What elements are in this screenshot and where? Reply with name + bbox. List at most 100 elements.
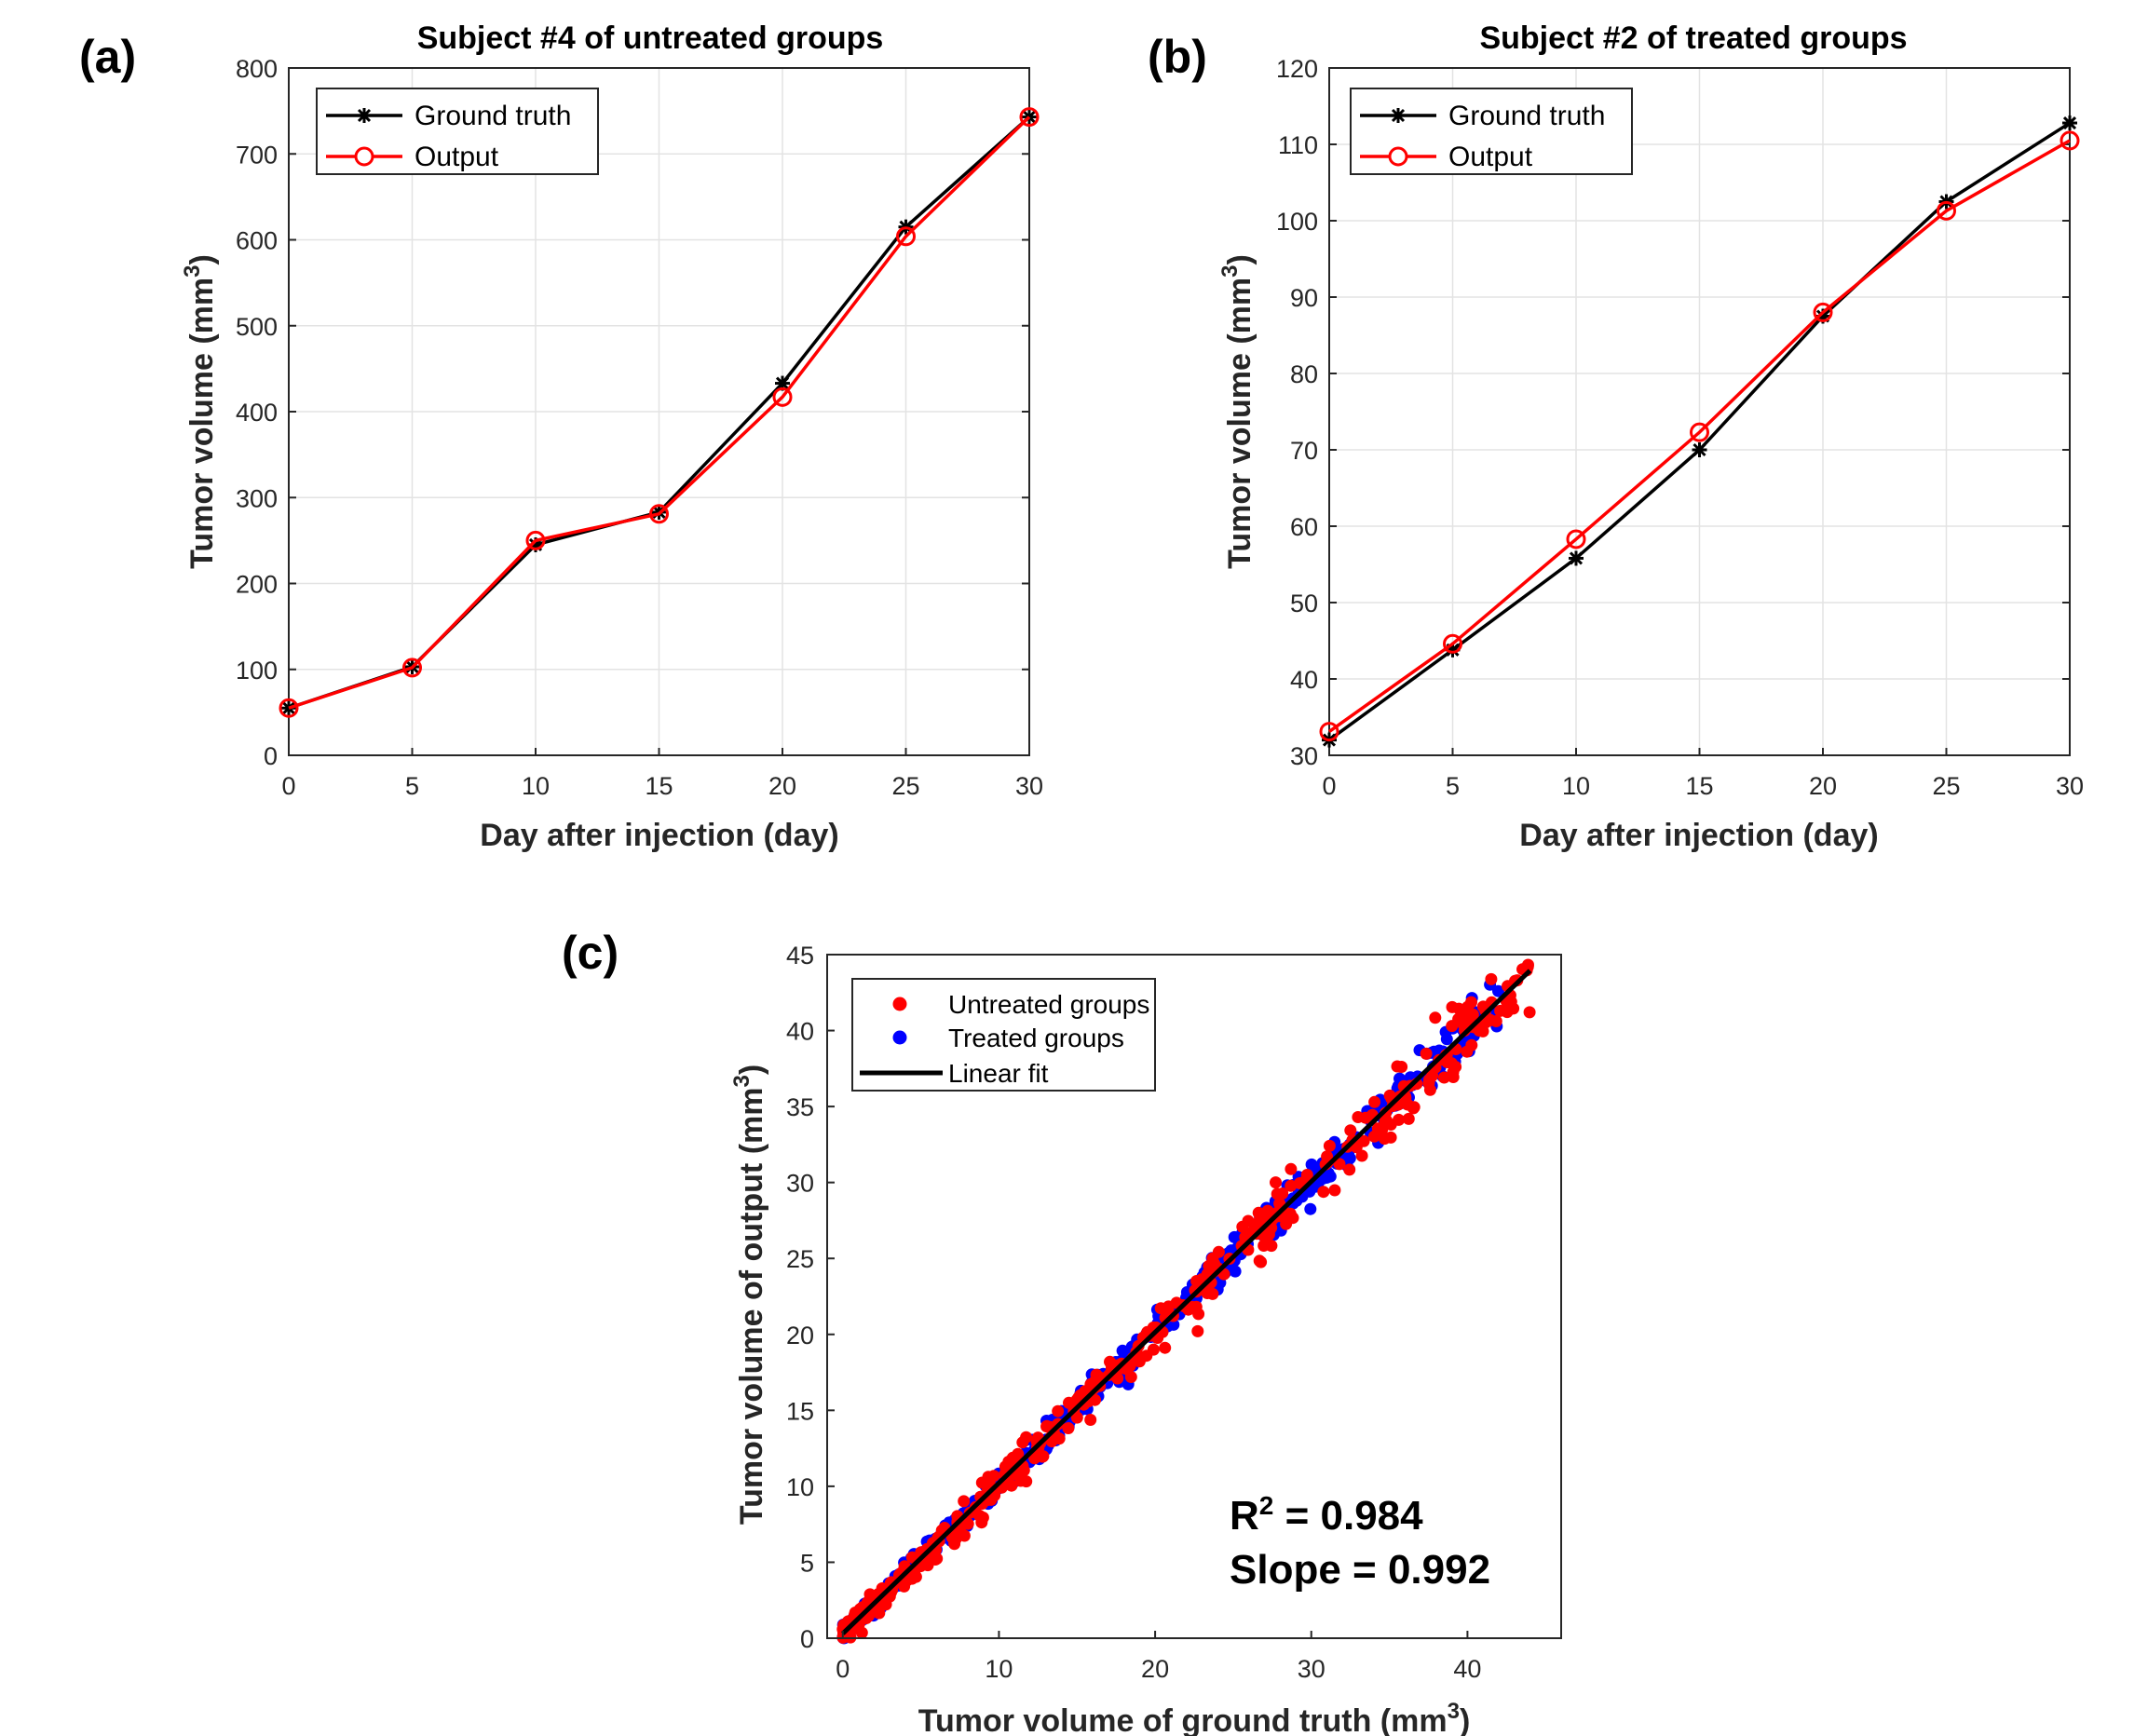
chart-b-ground-truth-point — [1569, 550, 1584, 566]
chart-c-ylabel: Tumor volume of output (mm3) — [729, 1065, 769, 1525]
chart-c-untreated-point — [1333, 1158, 1346, 1171]
chart-b-xlabel: Day after injection (day) — [1519, 818, 1878, 853]
chart-c-untreated-point — [1005, 1479, 1018, 1492]
chart-c-untreated-point — [987, 1470, 1000, 1483]
chart-c-untreated-point — [1045, 1435, 1058, 1448]
chart-c-untreated-point — [1344, 1124, 1357, 1137]
chart-c-untreated-point — [1084, 1377, 1097, 1390]
chart-c-untreated-point — [1352, 1111, 1365, 1123]
chart-c-untreated-point — [1052, 1404, 1065, 1417]
chart-c-untreated-point — [958, 1495, 971, 1508]
chart-a-ylabel: Tumor volume (mm3) — [180, 254, 220, 569]
chart-c-untreated-point — [1395, 1061, 1408, 1073]
chart-c-treated-point — [1343, 1152, 1356, 1165]
chart-b-ground-truth-point — [1692, 442, 1707, 457]
legend-b-ground-truth-label: Ground truth — [1448, 101, 1605, 131]
chart-b-x-tick-label: 0 — [1322, 772, 1336, 800]
chart-c-untreated-point — [1212, 1245, 1225, 1258]
chart-b-ylabel: Tumor volume (mm3) — [1217, 254, 1258, 569]
chart-c-untreated-point — [1485, 972, 1498, 985]
chart-a-y-tick-label: 0 — [264, 742, 278, 770]
panel-label-b: (b) — [1148, 31, 1207, 83]
chart-c-untreated-point — [1357, 1134, 1370, 1147]
chart-c-y-tick-label: 20 — [786, 1322, 814, 1349]
chart-b-title: Subject #2 of treated groups — [1479, 20, 1907, 56]
chart-c-untreated-point — [1017, 1464, 1030, 1477]
legend-c-untreated-label: Untreated groups — [948, 990, 1149, 1019]
chart-a-output-point — [525, 530, 546, 550]
chart-c-y-tick-label: 0 — [800, 1625, 814, 1653]
chart-b-output-point — [1443, 633, 1462, 654]
chart-c-y-tick-label: 5 — [800, 1549, 814, 1577]
chart-c-untreated-point — [1271, 1187, 1284, 1200]
chart-a-series — [279, 107, 1040, 718]
chart-b-y-tick-label: 70 — [1290, 437, 1318, 465]
chart-c-linear-fit — [841, 969, 1532, 1635]
chart-c-untreated-point — [948, 1538, 961, 1551]
chart-c-untreated-point — [961, 1517, 974, 1530]
chart-a-output-point — [279, 698, 299, 718]
chart-c-untreated-point — [1089, 1393, 1101, 1406]
chart-a-x-tick-label: 5 — [405, 772, 419, 800]
legend-a-output-label: Output — [415, 142, 499, 172]
chart-c-y-tick-label: 10 — [786, 1473, 814, 1501]
chart-c-x-tick-label: 10 — [985, 1655, 1013, 1683]
chart-c: (c) 0 10 20 30 40 0 5 10 15 20 25 30 35 40 45 Tumor v… — [562, 927, 1562, 1736]
chart-a-xlabel: Day after injection (day) — [480, 818, 838, 853]
chart-a-y-tick-label: 300 — [236, 484, 278, 512]
chart-c-untreated-point — [1016, 1436, 1029, 1449]
chart-a-output-point — [772, 387, 793, 407]
chart-b-x-tick-label: 15 — [1685, 772, 1713, 800]
chart-a-output-line — [288, 115, 1031, 710]
chart-c-untreated-point — [1449, 1061, 1462, 1073]
chart-c-untreated-point — [1236, 1220, 1249, 1233]
chart-b-series — [1319, 115, 2080, 748]
chart-a-x-tick-label: 0 — [281, 772, 295, 800]
chart-a-y-ticks: 0 100 200 300 400 500 600 700 800 — [236, 55, 1029, 770]
chart-a-x-tick-label: 30 — [1015, 772, 1043, 800]
panel-label-c: (c) — [562, 927, 619, 979]
chart-c-untreated-point — [1328, 1184, 1341, 1197]
chart-c-untreated-point — [1286, 1212, 1299, 1225]
chart-c-untreated-point — [1393, 1113, 1406, 1126]
chart-b-y-tick-label: 50 — [1290, 590, 1318, 617]
chart-a: (a) Subject #4 of untreated groups 0 5 10 1… — [79, 20, 1043, 853]
chart-b-x-tick-label: 25 — [1932, 772, 1960, 800]
chart-c-y-tick-label: 15 — [786, 1397, 814, 1425]
chart-b-y-tick-label: 110 — [1278, 131, 1318, 159]
chart-c-y-tick-label: 45 — [786, 942, 814, 970]
chart-c-untreated-point — [1255, 1255, 1268, 1268]
chart-c-y-tick-label: 35 — [786, 1093, 814, 1121]
chart-c-untreated-point — [1317, 1186, 1330, 1199]
chart-c-untreated-point — [1461, 1000, 1475, 1013]
chart-a-x-tick-label: 20 — [768, 772, 796, 800]
chart-b-y-tick-label: 80 — [1290, 360, 1318, 388]
chart-c-treated-point — [1304, 1202, 1317, 1215]
chart-c-y-tick-label: 25 — [786, 1245, 814, 1273]
chart-c-untreated-point — [1420, 1047, 1433, 1060]
chart-c-untreated-point — [1407, 1101, 1421, 1114]
chart-a-output-point — [1019, 107, 1040, 128]
r-squared-annotation: R2 = 0.984 — [1230, 1491, 1423, 1539]
chart-c-untreated-point — [1323, 1139, 1336, 1152]
chart-c-untreated-point — [1447, 1071, 1460, 1083]
chart-b-y-tick-label: 60 — [1290, 513, 1318, 541]
chart-b-output-point — [1566, 529, 1586, 549]
chart-c-untreated-point — [1084, 1414, 1097, 1426]
chart-b-output-point — [1690, 422, 1709, 442]
chart-c-axes-box — [826, 954, 1562, 1639]
chart-a-y-tick-label: 600 — [236, 227, 278, 255]
chart-c-legend: Untreated groups Treated groups Linear f… — [851, 978, 1156, 1092]
chart-c-untreated-point — [1465, 1038, 1478, 1051]
chart-c-untreated-point — [1423, 1083, 1436, 1096]
chart-c-xlabel: Tumor volume of ground truth (mm3) — [918, 1699, 1471, 1736]
chart-c-untreated-point — [1090, 1368, 1103, 1381]
chart-a-x-tick-label: 15 — [645, 772, 673, 800]
chart-b-output-point — [2060, 130, 2080, 151]
chart-a-output-point — [402, 658, 422, 678]
chart-a-y-tick-label: 500 — [236, 313, 278, 341]
legend-a-output-marker — [354, 146, 374, 167]
chart-b-y-tick-label: 30 — [1290, 742, 1318, 770]
chart-c-untreated-point — [1191, 1324, 1204, 1337]
